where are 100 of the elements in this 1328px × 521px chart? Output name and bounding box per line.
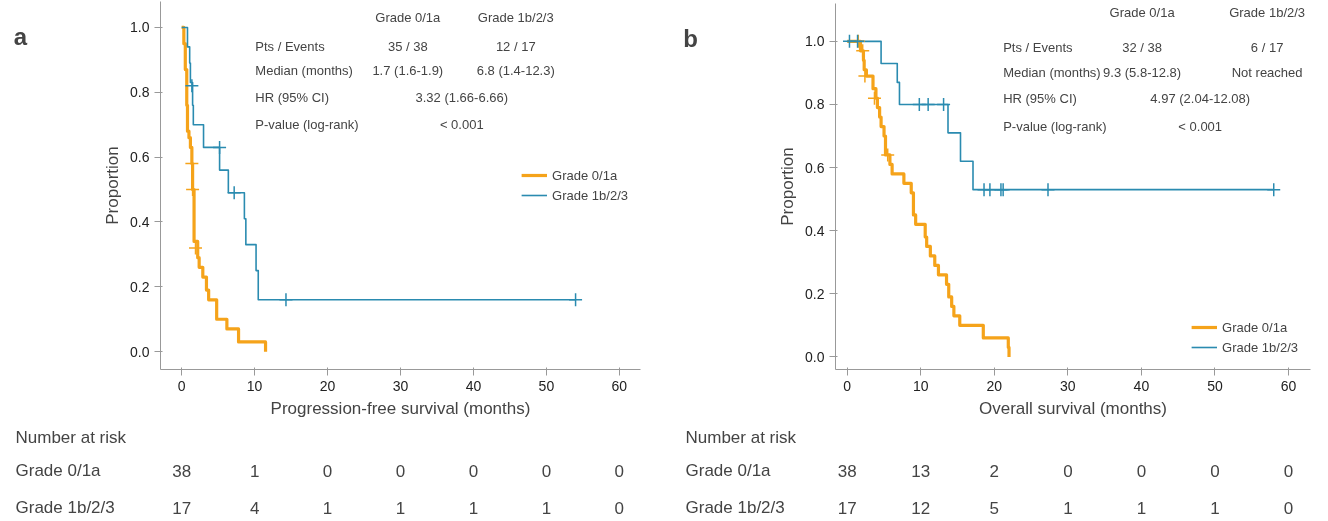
text: 0 [1283, 461, 1294, 481]
annotation: 35 / 38 [387, 39, 428, 55]
text: 0 [322, 461, 333, 481]
annotation: P-value (log-rank) [255, 116, 359, 132]
text: Grade 0/1a [15, 461, 102, 480]
annotation: P-value (log-rank) [1003, 119, 1107, 135]
x-tick-label: 60 [1280, 377, 1297, 394]
text: 0 [614, 461, 625, 481]
point [278, 292, 294, 308]
annotation: 3.32 (1.66-6.66) [415, 89, 509, 105]
text: 1 [1063, 498, 1073, 518]
x-tick-label: 50 [1207, 377, 1223, 394]
text: 0 [395, 461, 406, 481]
text: 5 [989, 498, 1000, 518]
annotation: 32 / 38 [1122, 40, 1163, 56]
y-tick-label: 0.6 [805, 159, 825, 176]
x-tick-label: 10 [246, 377, 263, 394]
y-tick-label: 1.0 [805, 33, 825, 50]
text: 4 [249, 498, 260, 518]
text: 17 [172, 498, 192, 518]
y-tick-label: 0.2 [805, 285, 825, 302]
text: 0 [614, 498, 625, 518]
y-axis-title: Proportion [778, 147, 798, 226]
y-tick-label: 0.4 [805, 222, 825, 239]
x-tick-label: 20 [319, 377, 336, 394]
text: 1 [1136, 498, 1147, 518]
text: 0 [1136, 461, 1147, 481]
annotation: 4.97 (2.04-12.08) [1150, 90, 1251, 106]
text: Number at risk [685, 428, 797, 447]
text: 17 [837, 498, 857, 518]
y-tick-label: 0.4 [130, 213, 150, 230]
annotation: 1.7 (1.6-1.9) [372, 63, 444, 79]
text: Grade 1b/2/3 [15, 498, 115, 517]
x-axis-title: Progression-free survival (months) [270, 398, 531, 418]
x-tick-label: 0 [177, 377, 186, 394]
text: 1 [1210, 498, 1220, 518]
annotation: Median (months) [255, 63, 353, 79]
annotation: < 0.001 [439, 116, 484, 132]
text: a [13, 23, 28, 51]
text: 1 [249, 461, 260, 481]
text: 1 [322, 498, 333, 518]
text: 0 [468, 461, 479, 481]
y-axis-title: Proportion [103, 146, 123, 225]
y-tick-label: 0.0 [130, 343, 150, 360]
annotation: Grade 1b/2/3 [477, 10, 554, 26]
x-tick-label: 0 [843, 377, 852, 394]
x-tick-label: 20 [986, 377, 1003, 394]
y-tick-label: 0.2 [130, 278, 150, 295]
y-tick-label: 0.8 [130, 84, 150, 101]
text: 2 [989, 461, 1000, 481]
text: 0 [1283, 498, 1294, 518]
annotation: < 0.001 [1178, 119, 1223, 135]
y-tick-label: 0.6 [130, 149, 150, 166]
annotation: HR (95% CI) [255, 89, 330, 105]
x-tick-label: 60 [611, 377, 628, 394]
annotation: Pts / Events [255, 39, 326, 55]
legend-label: Grade 1b/2/3 [552, 187, 628, 203]
point [184, 78, 200, 94]
point [568, 292, 583, 308]
point [867, 90, 882, 106]
y-tick-label: 0.8 [805, 96, 825, 113]
x-tick-label: 40 [1133, 377, 1150, 394]
y-tick-label: 0.0 [805, 348, 825, 365]
text: 13 [911, 461, 931, 481]
text: 0 [1063, 461, 1073, 481]
annotation: Pts / Events [1003, 40, 1074, 56]
text: 38 [172, 461, 192, 481]
annotation: 6 / 17 [1250, 40, 1284, 56]
x-tick-label: 30 [392, 377, 409, 394]
text: 1 [468, 498, 479, 518]
point [880, 147, 895, 163]
point [855, 43, 870, 59]
point [1266, 182, 1281, 197]
text: Grade 0/1a [685, 461, 772, 480]
text: Number at risk [15, 428, 127, 447]
text: 1 [541, 498, 552, 518]
x-tick-label: 30 [1060, 377, 1076, 394]
text: Grade 1b/2/3 [685, 498, 785, 517]
legend-label: Grade 0/1a [1222, 319, 1288, 335]
x-axis-title: Overall survival (months) [979, 398, 1168, 418]
text: 12 [911, 498, 931, 518]
annotation: Not reached [1231, 65, 1303, 81]
text: 38 [837, 461, 857, 481]
x-tick-label: 40 [465, 377, 482, 394]
point [1040, 182, 1056, 197]
annotation: 12 / 17 [495, 39, 536, 55]
y-tick-label: 1.0 [130, 19, 150, 36]
point [936, 97, 951, 112]
annotation: Grade 0/1a [375, 10, 442, 26]
annotation: 9.3 (5.8-12.8) [1103, 65, 1182, 81]
x-tick-label: 50 [538, 377, 555, 394]
annotation: Grade 0/1a [1109, 5, 1176, 21]
text: 1 [395, 498, 406, 518]
point [920, 97, 936, 112]
annotation: Median (months) [1003, 65, 1101, 81]
legend-label: Grade 1b/2/3 [1222, 339, 1298, 355]
annotation: HR (95% CI) [1003, 90, 1077, 106]
x-tick-label: 10 [913, 377, 929, 394]
legend-label: Grade 0/1a [552, 167, 618, 183]
point [212, 140, 227, 155]
